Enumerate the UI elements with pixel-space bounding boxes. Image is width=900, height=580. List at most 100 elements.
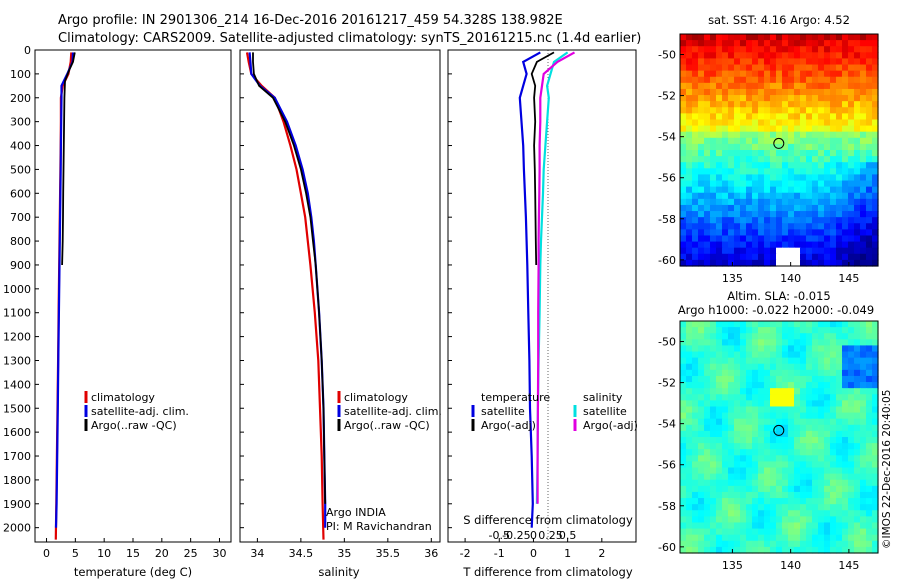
map-cell	[848, 64, 855, 72]
map-cell	[788, 455, 795, 463]
map-cell	[716, 455, 723, 463]
map-cell	[836, 321, 843, 328]
map-cell	[758, 131, 765, 139]
map-cell	[818, 131, 825, 139]
map-cell	[830, 467, 837, 475]
map-cell	[728, 107, 735, 114]
map-cell	[818, 113, 825, 121]
map-cell	[794, 76, 801, 84]
map-cell	[746, 479, 753, 487]
map-cell	[788, 241, 795, 249]
map-cell	[800, 82, 807, 90]
map-cell	[824, 504, 831, 511]
map-cell	[776, 229, 783, 237]
map-cell	[752, 70, 759, 78]
map-cell	[752, 424, 759, 432]
x-tick-label: 2	[598, 547, 605, 560]
map-cell	[848, 211, 855, 218]
map-cell	[740, 186, 747, 194]
map-cell	[782, 534, 789, 542]
map-cell	[848, 510, 855, 517]
map-cell	[860, 388, 867, 395]
map-cell	[770, 388, 777, 395]
map-cell	[872, 113, 879, 121]
map-cell	[746, 52, 753, 60]
map-cell	[764, 88, 771, 96]
map-cell	[794, 235, 801, 243]
map-cell	[800, 412, 807, 420]
map-cell	[836, 437, 843, 444]
map-cell	[782, 180, 789, 188]
map-cell	[764, 82, 771, 90]
map-cell	[764, 235, 771, 243]
map-cell	[812, 418, 819, 426]
map-cell	[842, 424, 849, 432]
map-cell	[746, 357, 753, 365]
map-cell	[812, 412, 819, 420]
map-cell	[824, 143, 831, 151]
s-difference-xlabel: S difference from climatology	[463, 513, 633, 527]
series-line-argo-raw-qc	[61, 52, 76, 266]
map-cell	[842, 46, 849, 53]
map-cell	[710, 485, 717, 493]
map-cell	[848, 394, 855, 401]
map-cell	[794, 479, 801, 487]
map-cell	[704, 46, 711, 53]
x-tick-label: 10	[97, 547, 111, 560]
map-x-tick-label: 135	[722, 559, 743, 572]
map-cell	[686, 259, 693, 267]
map-cell	[710, 229, 717, 237]
map-cell	[806, 467, 813, 475]
map-cell	[680, 430, 687, 438]
map-cell	[764, 321, 771, 328]
map-cell	[740, 510, 747, 517]
map-cell	[704, 382, 711, 389]
y-tick-label: 100	[10, 68, 31, 81]
map-cell	[806, 522, 813, 530]
map-cell	[788, 333, 795, 340]
map-cell	[788, 88, 795, 96]
map-cell	[782, 479, 789, 487]
map-cell	[734, 522, 741, 530]
map-cell	[830, 394, 837, 401]
map-cell	[710, 58, 717, 66]
map-cell	[758, 95, 765, 102]
map-cell	[824, 437, 831, 444]
map-cell	[740, 540, 747, 548]
map-cell	[776, 217, 783, 224]
y-tick-label: 900	[10, 259, 31, 272]
map-cell	[770, 333, 777, 340]
map-cell	[836, 58, 843, 66]
map-cell	[734, 412, 741, 420]
map-cell	[686, 491, 693, 499]
map-cell	[680, 345, 687, 353]
map-cell	[680, 204, 687, 212]
map-cell	[830, 235, 837, 243]
map-cell	[800, 95, 807, 102]
map-cell	[824, 400, 831, 408]
map-cell	[866, 174, 873, 182]
map-cell	[734, 70, 741, 78]
map-cell	[680, 540, 687, 548]
map-cell	[758, 430, 765, 438]
map-cell	[854, 235, 861, 243]
map-cell	[818, 174, 825, 182]
map-cell	[812, 82, 819, 90]
map-cell	[800, 143, 807, 151]
map-cell	[728, 394, 735, 401]
map-cell	[746, 192, 753, 200]
map-cell	[866, 321, 873, 328]
map-cell	[836, 479, 843, 487]
map-cell	[866, 143, 873, 151]
map-cell	[680, 333, 687, 340]
map-cell	[734, 34, 741, 41]
map-cell	[734, 259, 741, 267]
map-cell	[782, 375, 789, 383]
map-cell	[746, 437, 753, 444]
map-cell	[734, 64, 741, 72]
map-x-tick-label: 145	[838, 559, 859, 572]
map-cell	[860, 95, 867, 102]
map-cell	[812, 137, 819, 145]
map-cell	[848, 259, 855, 267]
map-cell	[794, 510, 801, 517]
